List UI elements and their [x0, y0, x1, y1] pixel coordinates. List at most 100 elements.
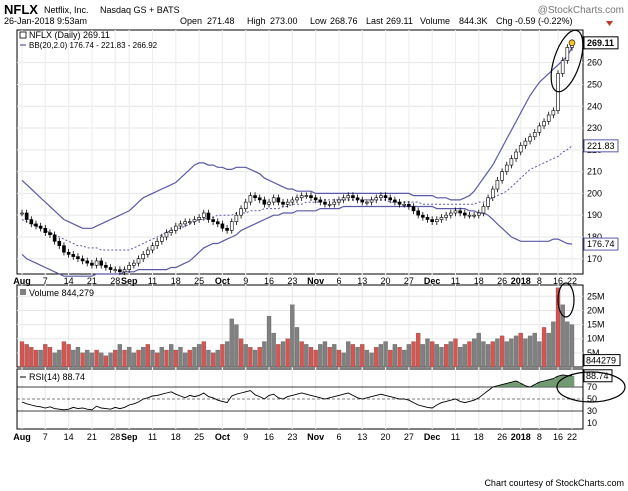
volume-bar [523, 338, 528, 368]
volume-bar [541, 327, 547, 368]
volume-bar [346, 341, 351, 368]
price-bar [146, 246, 150, 258]
price-bar [355, 194, 360, 204]
volume-highlight-ellipse [557, 282, 575, 318]
volume-bar [24, 344, 29, 368]
volume-bar [318, 344, 323, 368]
price-bar [351, 192, 355, 202]
price-bar [407, 201, 411, 210]
volume-bar [89, 352, 95, 368]
price-legend-text: NFLX (Daily) 269.11 [29, 30, 110, 40]
price-bar [122, 266, 127, 276]
volume-legend-swatch [20, 289, 26, 295]
price-bar [341, 194, 346, 204]
date-tick-label: 27 [404, 432, 414, 442]
price-bar [327, 201, 332, 208]
volume-bar [234, 324, 239, 368]
company-name: Netflix, Inc. [44, 5, 89, 15]
volume-legend-text: Volume 844,279 [29, 288, 94, 298]
volume-bar [504, 341, 509, 368]
date-tick-label: 20 [381, 276, 391, 286]
price-legend: NFLX (Daily) 269.11 BB(20,2.0) 176.74 - … [19, 30, 158, 50]
price-bar [290, 196, 295, 206]
volume-bar [99, 352, 104, 368]
price-bar [299, 192, 304, 202]
volume-bar [127, 347, 132, 368]
price-tick-label: 210 [587, 167, 602, 177]
volume-bar [29, 347, 34, 368]
volume-bar [117, 344, 123, 368]
date-tick-label: 23 [287, 432, 297, 442]
volume-bar [33, 349, 39, 368]
price-bar [215, 218, 220, 228]
date-tick-label: Sep [121, 276, 138, 286]
price-bar [332, 198, 337, 208]
price-bar [518, 142, 523, 156]
date-tick-label: Nov [307, 432, 324, 442]
price-bar [136, 255, 141, 267]
price-bar [383, 192, 388, 202]
price-bars [20, 39, 576, 276]
price-bar [248, 192, 253, 206]
date-tick-label: 28 [110, 432, 120, 442]
volume-bar [467, 341, 472, 368]
volume-bar [220, 344, 225, 368]
high-label: High [247, 16, 266, 26]
bb-legend-text: BB(20,2.0) 176.74 - 221.83 - 266.92 [29, 41, 158, 50]
price-bar [323, 198, 327, 208]
volume-bar [113, 349, 118, 368]
volume-tick-label: 25M [587, 291, 605, 301]
price-bar [169, 227, 173, 236]
volume-bar [341, 352, 346, 368]
date-tick-label: 28 [110, 276, 120, 286]
price-bar [472, 211, 476, 219]
volume-bar [350, 344, 356, 368]
volume-bar [420, 344, 425, 368]
price-bar [141, 251, 145, 263]
date-tick-label: 21 [87, 276, 97, 286]
date-tick-label: 2018 [511, 276, 531, 286]
volume-bar [66, 344, 71, 368]
price-bar [183, 218, 187, 228]
date-tick-label: 11 [451, 432, 460, 442]
date-tick-label: 14 [64, 276, 74, 286]
price-bar [416, 207, 420, 219]
rsi-series-line [21, 374, 573, 411]
volume-bar [71, 349, 76, 368]
volume-bar [513, 335, 519, 368]
volume-tick-label: 20M [587, 305, 605, 315]
volume-bar [355, 347, 360, 368]
price-bar [132, 259, 136, 269]
volume-bar [290, 304, 295, 368]
rsi-legend-text: RSI(14) 88.74 [29, 372, 85, 382]
price-bar [430, 216, 434, 225]
volume-bar [122, 349, 127, 368]
price-bar [309, 192, 313, 202]
price-bar [449, 209, 453, 219]
volume-bar [416, 332, 421, 368]
open-value: 271.48 [207, 16, 235, 26]
high-value: 273.00 [270, 16, 298, 26]
svg-text:88.74: 88.74 [586, 371, 609, 381]
volume-bar [490, 341, 495, 368]
price-bar [174, 222, 178, 234]
price-bar [76, 253, 80, 263]
svg-text:176.74: 176.74 [587, 239, 615, 249]
date-tick-label: 11 [451, 276, 460, 286]
date-tick-label: Dec [424, 276, 441, 286]
quote-date: 26-Jan-2018 9:53am [4, 16, 87, 26]
price-bar [52, 231, 57, 245]
volume-bar [136, 349, 141, 368]
chg-value: -0.59 (-0.22%) [515, 16, 573, 26]
volume-bar [560, 304, 565, 368]
volume-legend: Volume 844,279 [20, 288, 94, 298]
date-tick-label: Oct [215, 276, 230, 286]
price-bar [155, 238, 159, 249]
price-bar [528, 133, 532, 145]
volume-bar [210, 352, 216, 368]
volume-bar [388, 349, 393, 368]
volume-bar [444, 344, 449, 368]
volume-bar [271, 332, 276, 368]
price-bar [187, 218, 192, 225]
price-bar [397, 198, 402, 208]
